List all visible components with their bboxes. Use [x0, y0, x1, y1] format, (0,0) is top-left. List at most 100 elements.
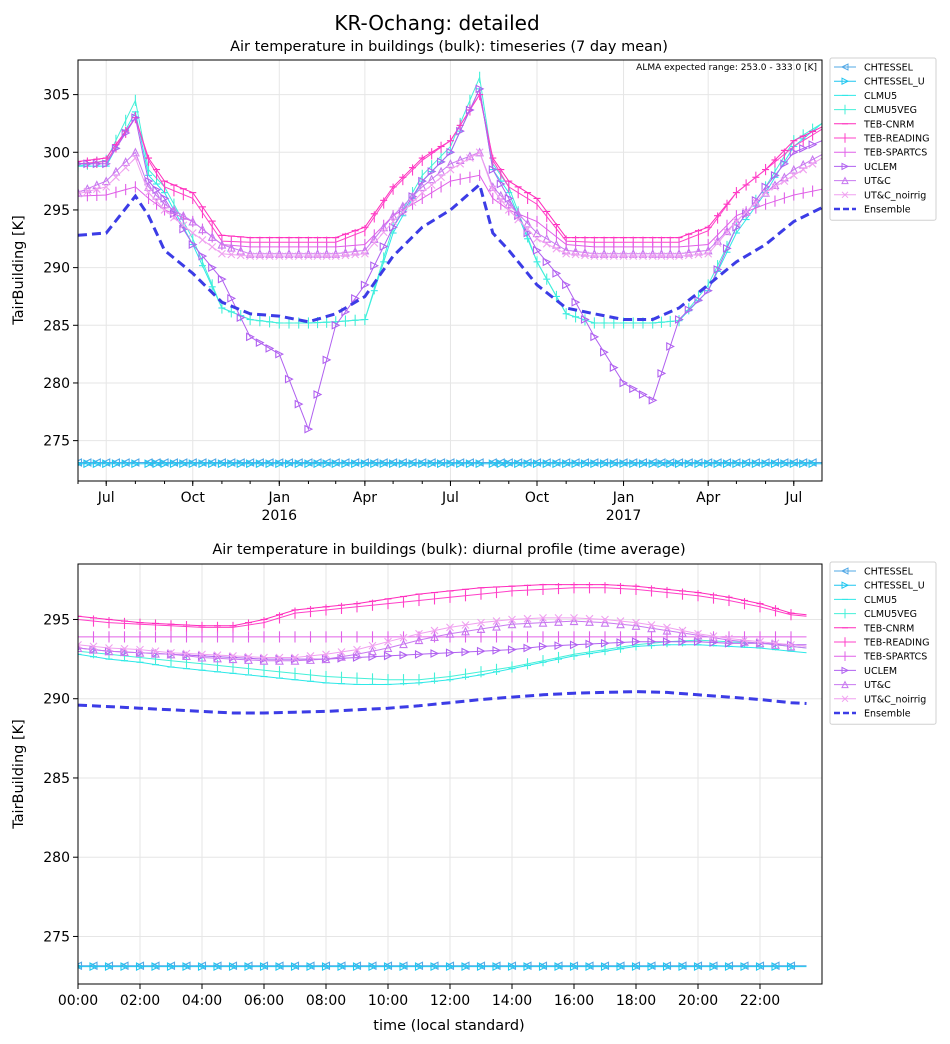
series-marker [600, 961, 610, 971]
series-marker [399, 650, 409, 660]
series-marker [101, 176, 111, 186]
series-marker [398, 961, 408, 971]
series-marker [631, 961, 641, 971]
series-marker [662, 961, 672, 971]
series-marker [476, 961, 486, 971]
series-marker [631, 962, 641, 971]
series-marker [304, 459, 314, 469]
series-marker [694, 459, 704, 469]
series-marker [351, 459, 360, 469]
series-marker [78, 458, 83, 467]
legend-marker [841, 581, 850, 590]
series-marker [284, 374, 294, 384]
series-marker [684, 251, 693, 260]
legend-label: TEB-SPARTCS [863, 652, 927, 663]
series-marker [724, 961, 734, 971]
series-marker [522, 458, 532, 467]
series-marker [552, 459, 562, 469]
series-line [78, 87, 822, 431]
series-marker [570, 613, 578, 622]
series-marker [408, 459, 418, 469]
series-marker [629, 384, 638, 394]
series-marker [92, 458, 101, 467]
series-marker [264, 458, 274, 467]
x-tick-label: Jan [612, 490, 635, 506]
legend-label: UCLEM [864, 162, 897, 173]
series-marker [580, 315, 590, 324]
series-marker [569, 961, 579, 971]
series-marker [384, 637, 392, 646]
series-marker [112, 173, 120, 182]
series-marker [360, 459, 370, 469]
series-marker [294, 252, 303, 260]
series-marker [647, 962, 657, 971]
series-marker [360, 458, 369, 467]
series-marker [102, 459, 111, 469]
series-marker [78, 189, 82, 198]
series-marker [207, 458, 217, 467]
series-marker [166, 961, 176, 971]
series-marker [740, 962, 750, 971]
series-marker [740, 636, 749, 644]
series-marker [580, 459, 590, 469]
series-marker [616, 617, 625, 625]
series-marker [259, 962, 269, 971]
series-marker [255, 459, 265, 469]
y-tick-label: 280 [43, 376, 70, 392]
series-marker [83, 459, 93, 469]
series-marker [408, 198, 417, 207]
series-marker [722, 458, 732, 467]
series-marker [255, 252, 264, 260]
legend-marker [841, 162, 850, 171]
series-marker [461, 621, 470, 629]
series-marker [101, 458, 111, 467]
x-tick-label: Apr [353, 490, 377, 506]
series-marker [648, 459, 658, 469]
series-marker [523, 228, 533, 238]
series-marker [226, 242, 236, 252]
series-marker [647, 623, 656, 633]
series-marker [208, 242, 217, 251]
series-marker [82, 458, 92, 467]
series-marker [337, 651, 346, 661]
series-marker [665, 458, 675, 467]
series-marker [539, 613, 547, 622]
x-tick-year-label: 2016 [261, 508, 297, 524]
series-marker [554, 962, 564, 971]
series-marker [609, 252, 618, 260]
series-marker [532, 228, 542, 238]
series-marker [638, 459, 648, 469]
series-marker [693, 458, 703, 467]
series-marker [383, 651, 393, 661]
series-marker [739, 961, 749, 971]
series-marker [600, 459, 609, 469]
series-marker [513, 209, 523, 218]
x-tick-label: Jul [784, 490, 802, 506]
legend-label: Ensemble [864, 709, 911, 720]
legend-marker [841, 176, 849, 185]
series-marker [120, 458, 130, 467]
series-marker [523, 962, 533, 971]
series-marker [789, 147, 799, 157]
series-marker [789, 459, 799, 469]
legend-label: CLMU5 [864, 595, 897, 606]
series-marker [303, 458, 313, 467]
series-marker [169, 459, 179, 469]
legend-marker [841, 695, 849, 703]
legend-label: TEB-CNRM [863, 119, 914, 130]
series-marker [121, 163, 130, 172]
series-marker [465, 458, 474, 467]
series-marker [360, 280, 370, 290]
series-marker [585, 614, 594, 623]
series-line [78, 641, 807, 660]
series-marker [414, 962, 424, 971]
series-marker [130, 147, 140, 157]
x-tick-label: 04:00 [182, 993, 222, 1009]
series-marker [507, 619, 517, 629]
series-marker [275, 252, 284, 260]
series-marker [275, 459, 285, 469]
series-marker [429, 961, 439, 971]
series-marker [496, 179, 506, 189]
series-marker [352, 961, 362, 971]
series-marker [92, 159, 102, 169]
